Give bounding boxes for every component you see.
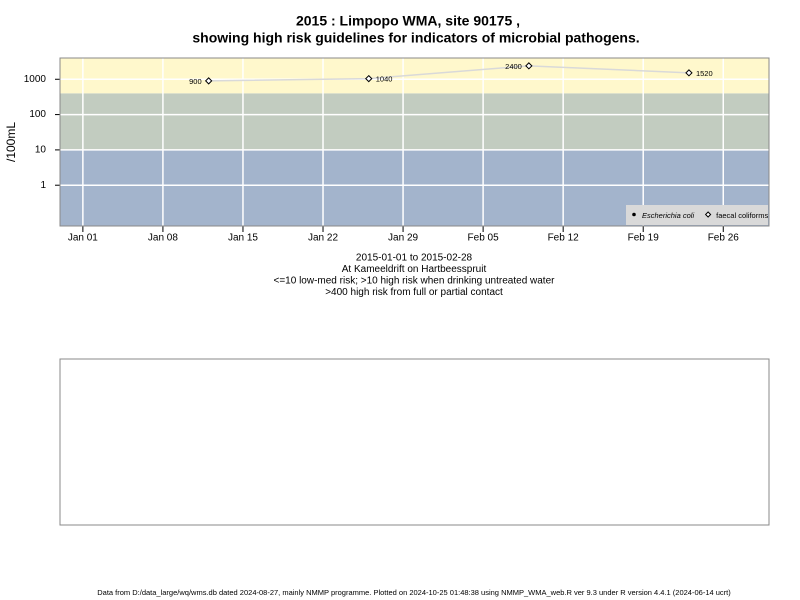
x-tick-label: Jan 22 <box>308 233 338 244</box>
x-tick-label: Jan 29 <box>388 233 418 244</box>
legend-label: faecal coliforms <box>716 211 768 220</box>
y-tick-label: 100 <box>29 109 46 120</box>
x-tick-label: Feb 12 <box>548 233 580 244</box>
data-label: 2400 <box>505 62 522 71</box>
caption-line: >400 high risk from full or partial cont… <box>325 287 503 298</box>
x-tick-label: Jan 08 <box>148 233 178 244</box>
y-tick-label: 1000 <box>24 74 47 85</box>
x-tick-label: Jan 15 <box>228 233 258 244</box>
caption-line: <=10 low-med risk; >10 high risk when dr… <box>274 276 556 287</box>
legend-marker <box>632 212 636 217</box>
chart-title: 2015 : Limpopo WMA, site 90175 , <box>296 13 520 29</box>
empty-panel <box>59 358 770 526</box>
legend-marker <box>704 211 712 218</box>
x-tick-label: Jan 01 <box>68 233 98 244</box>
legend-box <box>626 205 768 225</box>
footer: Data from D:/data_large/wq/wms.db dated … <box>97 588 731 597</box>
data-point <box>365 74 373 83</box>
data-label: 900 <box>189 77 202 86</box>
caption-line: 2015-01-01 to 2015-02-28 <box>356 253 473 264</box>
data-point <box>525 62 533 70</box>
data-point <box>204 77 213 85</box>
x-tick-label: Feb 19 <box>628 233 660 244</box>
risk-band <box>60 93 769 150</box>
data-point <box>685 69 693 77</box>
caption-line: At Kameeldrift on Hartbeesspruit <box>342 264 487 275</box>
data-label: 1520 <box>696 69 713 78</box>
series-line <box>208 65 689 82</box>
data-label: 1040 <box>376 75 393 84</box>
plot-frame <box>59 57 770 227</box>
legend-label: Escherichia coli <box>642 211 694 220</box>
y-tick-label: 1 <box>40 180 46 191</box>
y-axis-label: /100mL <box>4 122 18 162</box>
y-tick-label: 10 <box>35 145 47 156</box>
x-tick-label: Feb 26 <box>708 233 740 244</box>
x-tick-label: Feb 05 <box>468 233 500 244</box>
chart-subtitle: showing high risk guidelines for indicat… <box>192 30 639 46</box>
